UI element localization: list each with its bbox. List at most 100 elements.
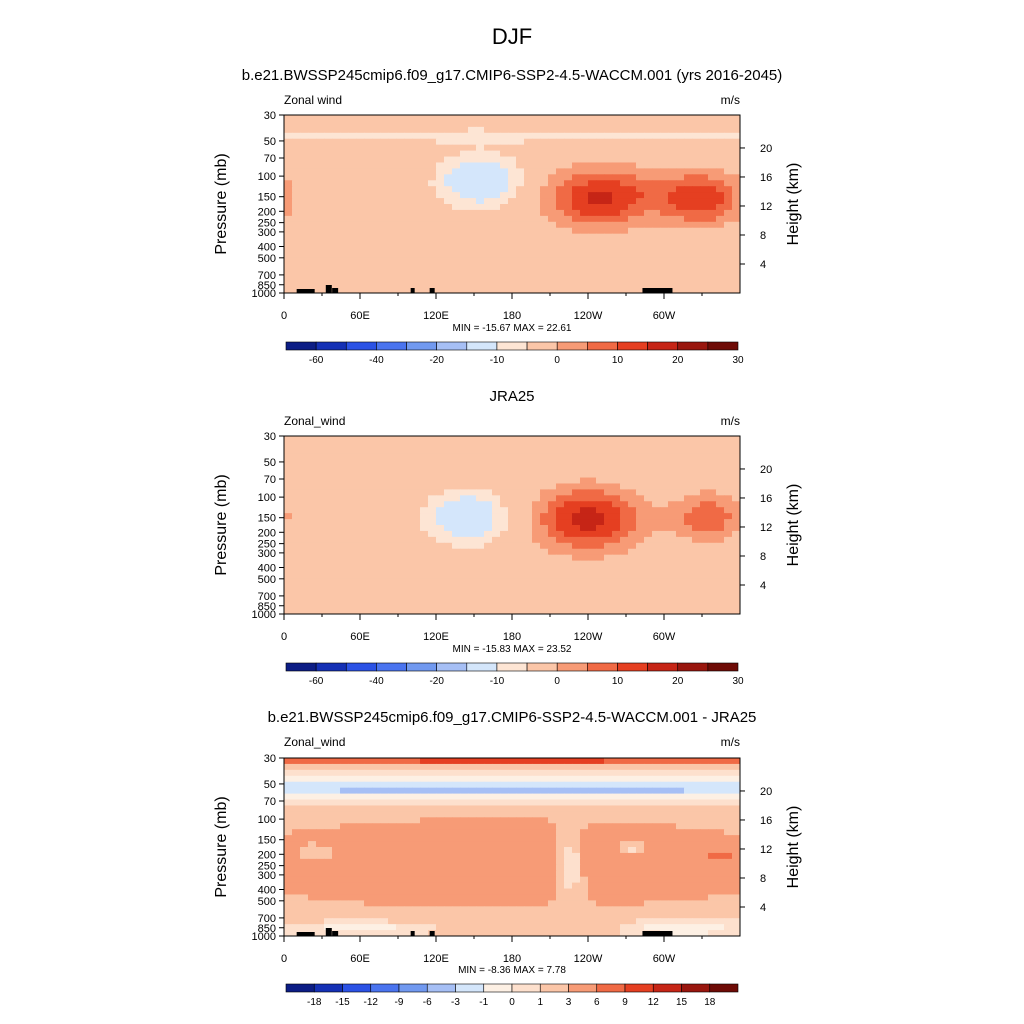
- heatmap-cell: [324, 596, 333, 603]
- heatmap-cell: [404, 775, 413, 783]
- heatmap-cell: [684, 858, 693, 866]
- heatmap-cell: [444, 841, 453, 848]
- heatmap-cell: [468, 864, 477, 872]
- heatmap-cell: [516, 548, 525, 556]
- heatmap-cell: [700, 156, 709, 163]
- heatmap-cell: [500, 192, 509, 199]
- heatmap-cell: [444, 847, 453, 854]
- heatmap-cell: [636, 560, 645, 568]
- heatmap-cell: [564, 447, 573, 455]
- heatmap-cell: [668, 817, 677, 824]
- heatmap-cell: [468, 852, 477, 860]
- heatmap-cell: [284, 793, 293, 801]
- heatmap-cell: [404, 560, 413, 568]
- heatmap-cell: [732, 769, 741, 777]
- heatmap-cell: [468, 281, 477, 288]
- heatmap-cell: [676, 758, 685, 765]
- heatmap-cell: [548, 519, 557, 526]
- heatmap-cell: [564, 775, 573, 783]
- heatmap-cell: [660, 209, 669, 217]
- heatmap-cell: [396, 257, 405, 264]
- heatmap-cell: [596, 530, 605, 538]
- heatmap-cell: [628, 477, 637, 484]
- heatmap-cell: [652, 471, 661, 479]
- heatmap-cell: [452, 251, 461, 258]
- heatmap-cell: [436, 602, 445, 609]
- heatmap-cell: [716, 227, 725, 235]
- heatmap-cell: [660, 882, 669, 890]
- heatmap-cell: [692, 584, 701, 591]
- heatmap-cell: [292, 870, 301, 878]
- heatmap-cell: [580, 882, 589, 890]
- heatmap-cell: [652, 447, 661, 455]
- heatmap-cell: [684, 513, 693, 520]
- heatmap-cell: [732, 447, 741, 455]
- heatmap-cell: [436, 847, 445, 854]
- heatmap-cell: [620, 787, 629, 795]
- heatmap-cell: [588, 572, 597, 579]
- heatmap-cell: [548, 138, 557, 146]
- heatmap-cell: [364, 554, 373, 562]
- heatmap-cell: [292, 888, 301, 895]
- heatmap-cell: [724, 174, 733, 181]
- heatmap-cell: [540, 453, 549, 461]
- heatmap-cell: [372, 465, 381, 473]
- heatmap-cell: [452, 209, 461, 217]
- heatmap-cell: [620, 204, 629, 211]
- heatmap-cell: [668, 174, 677, 181]
- heatmap-cell: [316, 530, 325, 538]
- heatmap-cell: [324, 227, 333, 235]
- heatmap-cell: [404, 501, 413, 508]
- y-tick-label: 400: [258, 241, 276, 253]
- heatmap-cell: [340, 269, 349, 276]
- heatmap-cell: [652, 489, 661, 496]
- heatmap-cell: [644, 781, 653, 789]
- heatmap-cell: [668, 441, 677, 449]
- heatmap-cell: [620, 239, 629, 247]
- heatmap-cell: [724, 870, 733, 878]
- heatmap-cell: [412, 841, 421, 848]
- heatmap-cell: [476, 477, 485, 484]
- heatmap-cell: [292, 269, 301, 276]
- heatmap-cell: [644, 186, 653, 193]
- y-tick-label: 1000: [252, 609, 276, 621]
- heatmap-cell: [556, 447, 565, 455]
- heatmap-cell: [716, 513, 725, 520]
- heatmap-cell: [580, 239, 589, 247]
- heatmap-cell: [332, 578, 341, 585]
- heatmap-cell: [636, 162, 645, 169]
- heatmap-cell: [604, 799, 613, 806]
- heatmap-cell: [324, 453, 333, 461]
- heatmap-cell: [340, 180, 349, 187]
- heatmap-cell: [660, 174, 669, 181]
- heatmap-cell: [580, 799, 589, 806]
- heatmap-cell: [412, 227, 421, 235]
- heatmap-cell: [340, 870, 349, 878]
- heatmap-cell: [340, 513, 349, 520]
- heatmap-cell: [732, 894, 741, 901]
- heatmap-cell: [332, 115, 341, 122]
- heatmap-cell: [500, 209, 509, 217]
- heatmap-cell: [484, 793, 493, 801]
- heatmap-cell: [444, 192, 453, 199]
- heatmap-cell: [332, 572, 341, 579]
- heatmap-cell: [532, 530, 541, 538]
- heatmap-cell: [340, 483, 349, 490]
- heatmap-cell: [412, 507, 421, 514]
- heatmap-cell: [732, 847, 741, 854]
- heatmap-cell: [380, 817, 389, 824]
- heatmap-cell: [324, 536, 333, 544]
- heatmap-cell: [380, 239, 389, 247]
- heatmap-cell: [524, 227, 533, 235]
- heatmap-cell: [580, 548, 589, 556]
- heatmap-cell: [484, 144, 493, 152]
- heatmap-cell: [540, 215, 549, 223]
- heatmap-cell: [652, 530, 661, 538]
- heatmap-cell: [716, 793, 725, 801]
- heatmap-cell: [324, 115, 333, 122]
- heatmap-cell: [348, 775, 357, 783]
- heatmap-cell: [516, 841, 525, 848]
- heatmap-cell: [468, 507, 477, 514]
- heatmap-cell: [484, 817, 493, 824]
- heatmap-cell: [532, 805, 541, 812]
